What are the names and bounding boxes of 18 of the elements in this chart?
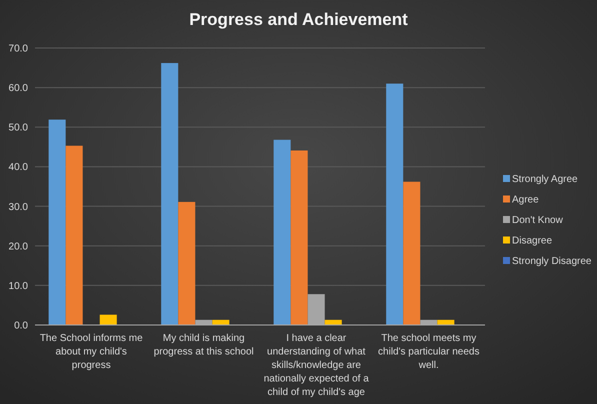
x-tick-label: My child is making progress at this school (154, 333, 254, 358)
x-tick-label: I have a clear understanding of what skills/knowledge are nationally expected of a child of my child's age (264, 333, 370, 398)
y-tick-label: 50.0 (8, 122, 28, 134)
y-tick-label: 70.0 (8, 44, 28, 54)
y-tick-label: 60.0 (8, 83, 28, 94)
legend-label: Strongly Disagree (512, 256, 592, 267)
y-tick-label: 0.0 (14, 320, 28, 332)
legend-label: Don't Know (512, 215, 564, 226)
x-tick-label: The school meets my child's particular needs well. (378, 333, 480, 371)
y-tick-label: 20.0 (8, 241, 28, 252)
legend-label: Agree (512, 194, 540, 206)
y-tick-label: 40.0 (8, 162, 28, 174)
legend-label: Strongly Agree (512, 174, 578, 185)
y-tick-label: 30.0 (8, 202, 28, 213)
chart-title: Progress and Achievement (189, 10, 408, 29)
y-tick-label: 10.0 (8, 280, 28, 292)
x-tick-label: The School informs me about my child's progress (40, 333, 144, 371)
legend-label: Disagree (512, 236, 552, 246)
